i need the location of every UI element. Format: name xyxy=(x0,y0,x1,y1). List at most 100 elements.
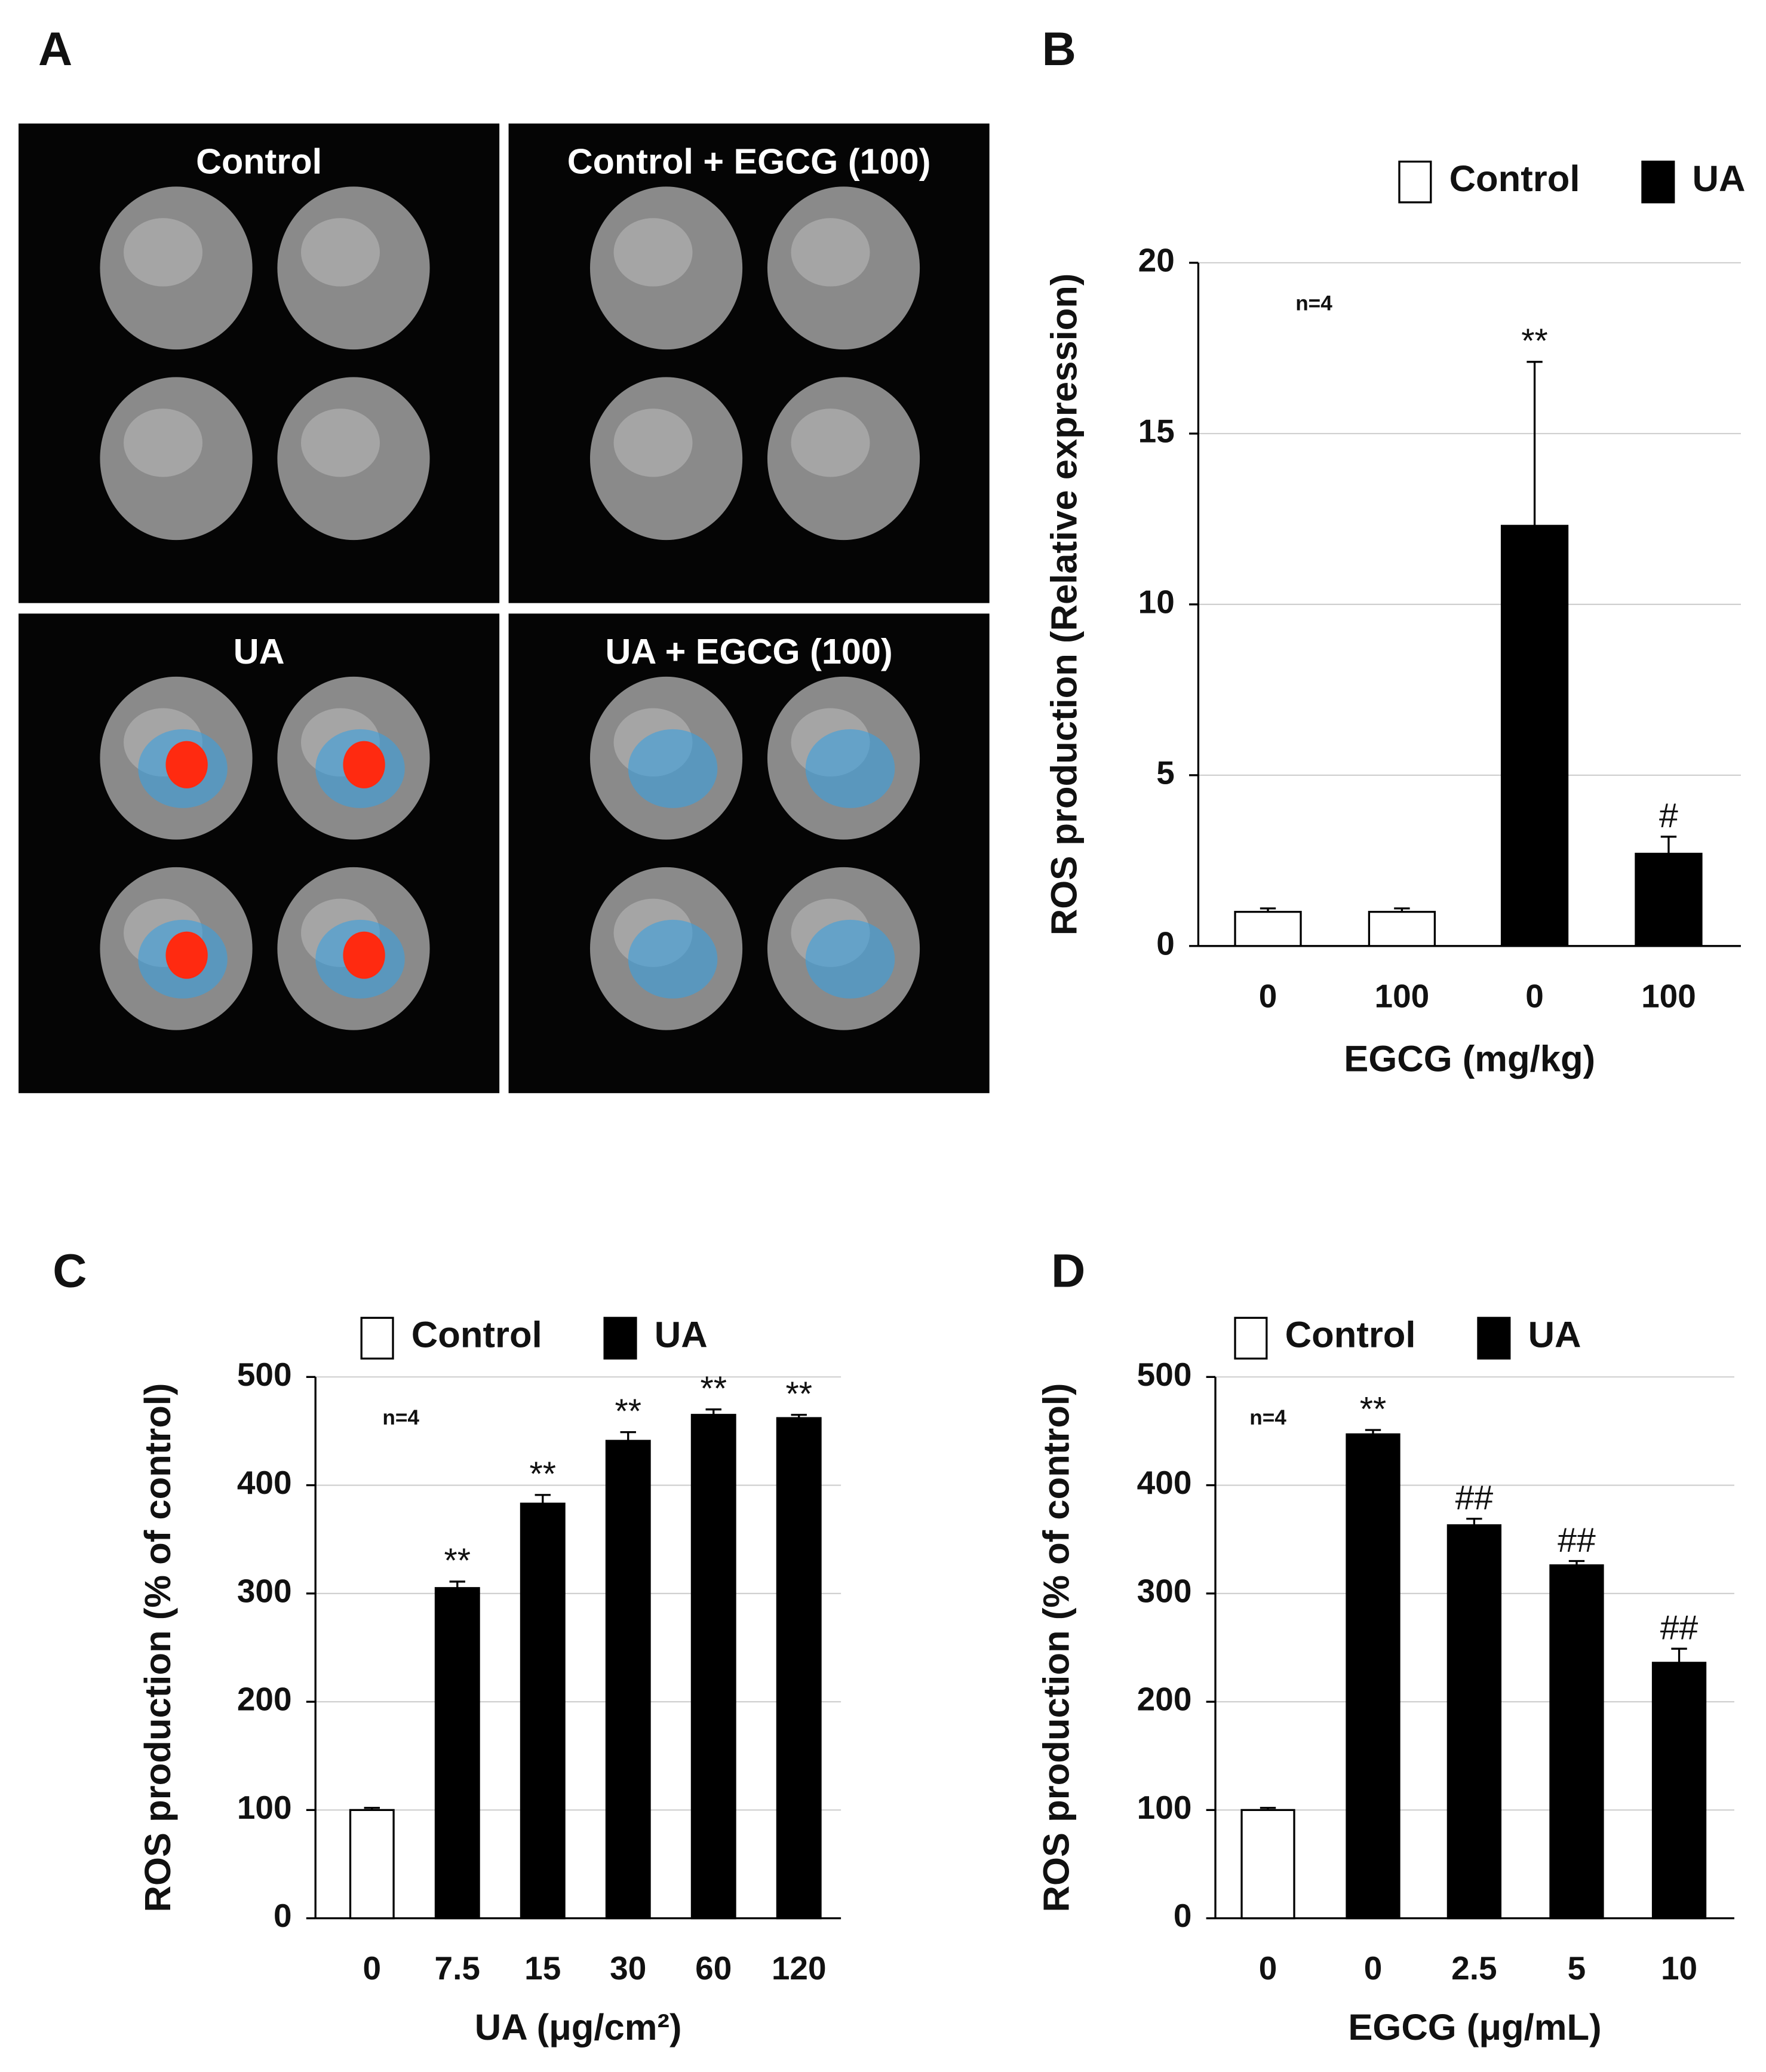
x-tick-label: 0 xyxy=(1259,977,1277,1014)
note: n=4 xyxy=(382,1406,419,1429)
bar xyxy=(776,1417,822,1920)
signal xyxy=(805,919,895,999)
annotation: ** xyxy=(1360,1390,1387,1428)
x-tick-label: 0 xyxy=(1364,1950,1383,1987)
note: n=4 xyxy=(1249,1406,1286,1429)
bar xyxy=(434,1587,480,1920)
signal xyxy=(805,729,895,808)
y-tick-label: 0 xyxy=(1156,925,1175,962)
legend-swatch xyxy=(1234,1316,1268,1360)
y-tick-label: 500 xyxy=(237,1356,292,1393)
y-tick-label: 100 xyxy=(1137,1789,1192,1826)
legend-label: Control xyxy=(1449,158,1580,199)
signal-hot xyxy=(343,931,385,979)
lung-highlight xyxy=(791,409,870,477)
legend-label: UA xyxy=(655,1315,708,1356)
x-tick-label: 30 xyxy=(610,1950,646,1987)
x-tick-label: 0 xyxy=(363,1950,382,1987)
y-axis-label: ROS production (% of control) xyxy=(137,1383,179,1913)
lung-highlight xyxy=(301,218,380,287)
image-title: UA + EGCG (100) xyxy=(606,631,893,671)
panel-label: D xyxy=(1051,1244,1085,1297)
bar xyxy=(1368,910,1436,947)
image-title: Control xyxy=(196,142,322,182)
bar xyxy=(1346,1433,1400,1920)
y-tick-label: 200 xyxy=(237,1681,292,1718)
y-tick-label: 0 xyxy=(274,1897,292,1934)
bar xyxy=(1240,1809,1295,1920)
legend-swatch xyxy=(603,1316,637,1360)
annotation: # xyxy=(1659,797,1678,835)
x-axis-label: EGCG (μg/mL) xyxy=(1348,2007,1601,2048)
bar xyxy=(1446,1524,1502,1920)
x-tick-label: 2.5 xyxy=(1451,1950,1497,1987)
signal-hot xyxy=(343,741,385,788)
bar xyxy=(520,1502,566,1920)
y-tick-label: 200 xyxy=(1137,1681,1192,1718)
legend-swatch xyxy=(360,1316,394,1360)
x-tick-label: 10 xyxy=(1661,1950,1697,1987)
x-tick-label: 15 xyxy=(524,1950,561,1987)
legend-swatch xyxy=(1641,160,1675,204)
annotation: ## xyxy=(1558,1521,1596,1560)
image xyxy=(508,613,990,1094)
legend-label: UA xyxy=(1528,1315,1581,1356)
y-tick-label: 400 xyxy=(1137,1464,1192,1501)
y-tick-label: 300 xyxy=(237,1572,292,1609)
y-axis-label: ROS production (Relative expression) xyxy=(1044,274,1085,936)
image xyxy=(19,123,500,603)
x-tick-label: 5 xyxy=(1568,1950,1586,1987)
legend-label: Control xyxy=(1285,1315,1416,1356)
bar xyxy=(1500,524,1569,947)
image-title: UA xyxy=(234,631,285,671)
legend-swatch xyxy=(1477,1316,1511,1360)
lung-highlight xyxy=(124,218,203,287)
legend-swatch xyxy=(1398,160,1432,204)
x-tick-label: 7.5 xyxy=(435,1950,480,1987)
y-tick-label: 15 xyxy=(1138,412,1175,449)
image-title: Control + EGCG (100) xyxy=(567,142,931,182)
x-tick-label: 100 xyxy=(1641,977,1696,1014)
annotation: ** xyxy=(444,1542,471,1580)
panel-label: B xyxy=(1042,22,1076,75)
bar xyxy=(1234,910,1302,947)
signal xyxy=(628,919,718,999)
y-tick-label: 5 xyxy=(1156,754,1175,791)
lung-highlight xyxy=(613,218,693,287)
bar xyxy=(605,1439,651,1920)
image xyxy=(19,613,500,1094)
signal-hot xyxy=(165,931,208,979)
lung-highlight xyxy=(791,218,870,287)
x-axis-label: UA (μg/cm²) xyxy=(475,2007,682,2048)
x-axis-label: EGCG (mg/kg) xyxy=(1344,1039,1595,1080)
image xyxy=(508,123,990,603)
annotation: ** xyxy=(530,1455,557,1493)
legend-label: Control xyxy=(411,1315,542,1356)
bar xyxy=(349,1809,395,1920)
y-tick-label: 100 xyxy=(237,1789,292,1826)
annotation: ## xyxy=(1455,1479,1494,1517)
bar xyxy=(690,1414,736,1920)
bar xyxy=(1635,852,1703,947)
x-tick-label: 100 xyxy=(1375,977,1430,1014)
lung-highlight xyxy=(301,409,380,477)
bar xyxy=(1651,1662,1707,1920)
y-tick-label: 500 xyxy=(1137,1356,1192,1393)
note: n=4 xyxy=(1295,292,1332,315)
panel-label: A xyxy=(38,22,72,75)
x-tick-label: 0 xyxy=(1525,977,1544,1014)
y-tick-label: 0 xyxy=(1174,1897,1192,1934)
x-tick-label: 0 xyxy=(1259,1950,1277,1987)
annotation: ** xyxy=(700,1370,727,1408)
annotation: ** xyxy=(615,1392,641,1431)
y-tick-label: 300 xyxy=(1137,1572,1192,1609)
x-tick-label: 120 xyxy=(772,1950,827,1987)
signal-hot xyxy=(165,741,208,788)
y-axis-label: ROS production (% of control) xyxy=(1036,1383,1077,1913)
y-tick-label: 20 xyxy=(1138,241,1175,278)
annotation: ## xyxy=(1660,1609,1699,1647)
x-tick-label: 60 xyxy=(695,1950,732,1987)
signal xyxy=(628,729,718,808)
annotation: ** xyxy=(785,1375,812,1413)
